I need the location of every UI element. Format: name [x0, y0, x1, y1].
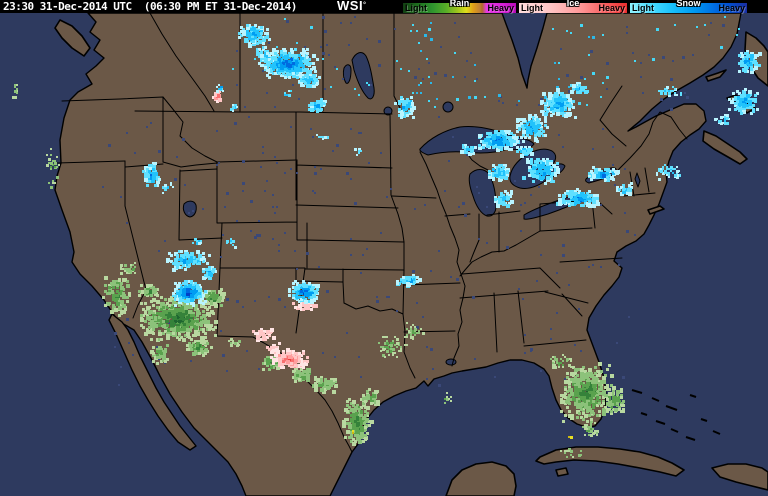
- legend-snow: Snow Light Heavy: [630, 0, 747, 13]
- nova-scotia: [702, 130, 748, 165]
- legend-ice-gradient: [519, 3, 627, 13]
- lake-champlain: [634, 172, 641, 188]
- legend-rain-title: Rain: [449, 0, 470, 8]
- lake-winnipegosis: [342, 64, 352, 84]
- hispaniola: [711, 463, 768, 491]
- vancouver-island: [54, 19, 91, 57]
- legend-ice-title: Ice: [566, 0, 580, 8]
- long-island: [647, 205, 665, 215]
- landmass: [54, 12, 768, 496]
- timestamp-text: 23:30 31-Dec-2014 UTC (06:30 PM ET 31-De…: [3, 0, 297, 13]
- anticosti-island: [705, 69, 727, 82]
- mainland: [54, 12, 742, 496]
- legend-rain: Rain Light Heavy: [403, 0, 516, 13]
- lake-winnipeg: [351, 52, 375, 100]
- precip-legend: Rain Light Heavy Ice Light Heavy Snow Li…: [403, 0, 747, 13]
- lake-of-the-woods: [383, 106, 393, 116]
- legend-rain-light-label: Light: [405, 3, 427, 13]
- legend-rain-gradient: [403, 3, 516, 13]
- legend-ice: Ice Light Heavy: [519, 0, 627, 13]
- wsi-logo: WSI°: [337, 0, 367, 13]
- baja-peninsula: [108, 313, 197, 451]
- cuba: [535, 446, 685, 477]
- legend-snow-heavy-label: Heavy: [718, 3, 745, 13]
- bahamas-islands: [631, 389, 721, 441]
- great-salt-lake: [182, 200, 197, 218]
- isla-juventud: [555, 467, 569, 477]
- legend-snow-gradient: [630, 3, 747, 13]
- legend-snow-light-label: Light: [632, 3, 654, 13]
- yucatan: [445, 461, 517, 496]
- precipitation-layer: [12, 24, 762, 458]
- legend-ice-light-label: Light: [521, 3, 543, 13]
- legend-rain-heavy-label: Heavy: [487, 3, 514, 13]
- wsi-logo-mark: °: [363, 2, 367, 9]
- lake-pontchartrain: [445, 358, 457, 366]
- legend-snow-title: Snow: [676, 0, 701, 8]
- legend-ice-heavy-label: Heavy: [598, 3, 625, 13]
- status-bar: 23:30 31-Dec-2014 UTC (06:30 PM ET 31-De…: [0, 0, 768, 13]
- lake-nipigon: [442, 101, 454, 113]
